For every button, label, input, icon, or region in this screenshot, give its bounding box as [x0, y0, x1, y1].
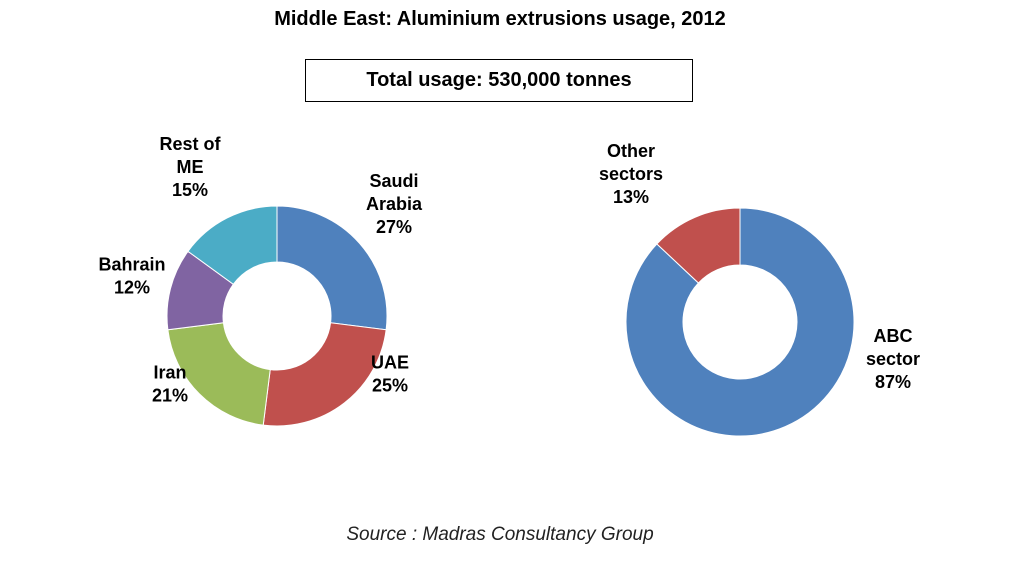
donut-chart-country: Saudi Arabia 27% UAE 25% Iran 21% Bahrain 12% Res…	[98, 134, 423, 427]
label-line-abc-sector-1: sector	[866, 349, 920, 369]
label-saudi-arabia: Saudi Arabia 27%	[366, 171, 423, 237]
label-abc-sector: ABC sector 87%	[866, 326, 920, 392]
label-line-other-sectors-2: 13%	[613, 187, 649, 207]
label-line-other-sectors-1: sectors	[599, 164, 663, 184]
label-rest-of-me: Rest of ME 15%	[159, 134, 221, 200]
label-line-uae-0: UAE	[371, 353, 409, 373]
label-uae: UAE 25%	[371, 353, 409, 396]
label-line-iran-0: Iran	[153, 363, 186, 383]
label-line-abc-sector-0: ABC	[874, 326, 913, 346]
label-line-saudi-arabia-0: Saudi	[369, 171, 418, 191]
label-line-bahrain-0: Bahrain	[98, 255, 165, 275]
label-line-iran-1: 21%	[152, 386, 188, 406]
slice-abc-sector	[625, 207, 855, 437]
slice-iran	[167, 322, 271, 426]
label-line-other-sectors-0: Other	[607, 141, 655, 161]
label-line-abc-sector-2: 87%	[875, 372, 911, 392]
total-usage-box: Total usage: 530,000 tonnes	[305, 59, 693, 102]
label-line-saudi-arabia-1: Arabia	[366, 194, 423, 214]
label-bahrain: Bahrain 12%	[98, 255, 165, 298]
label-line-rest-of-me-2: 15%	[172, 180, 208, 200]
label-other-sectors: Other sectors 13%	[599, 141, 663, 207]
label-line-bahrain-1: 12%	[114, 278, 150, 298]
slice-other-sectors	[656, 207, 741, 284]
label-line-rest-of-me-1: ME	[177, 157, 204, 177]
slice-uae	[262, 322, 387, 427]
chart-title: Middle East: Aluminium extrusions usage,…	[274, 8, 726, 30]
source-note: Source : Madras Consultancy Group	[346, 524, 654, 545]
donut-chart-sector: ABC sector 87% Other sectors 13%	[599, 141, 920, 437]
label-line-saudi-arabia-2: 27%	[376, 217, 412, 237]
slice-rest-of-me	[187, 205, 278, 285]
label-iran: Iran 21%	[152, 363, 188, 406]
label-line-rest-of-me-0: Rest of	[159, 134, 221, 154]
slice-saudi-arabia	[276, 205, 388, 331]
label-line-uae-1: 25%	[372, 376, 408, 396]
total-usage-label: Total usage: 530,000 tonnes	[366, 69, 632, 91]
